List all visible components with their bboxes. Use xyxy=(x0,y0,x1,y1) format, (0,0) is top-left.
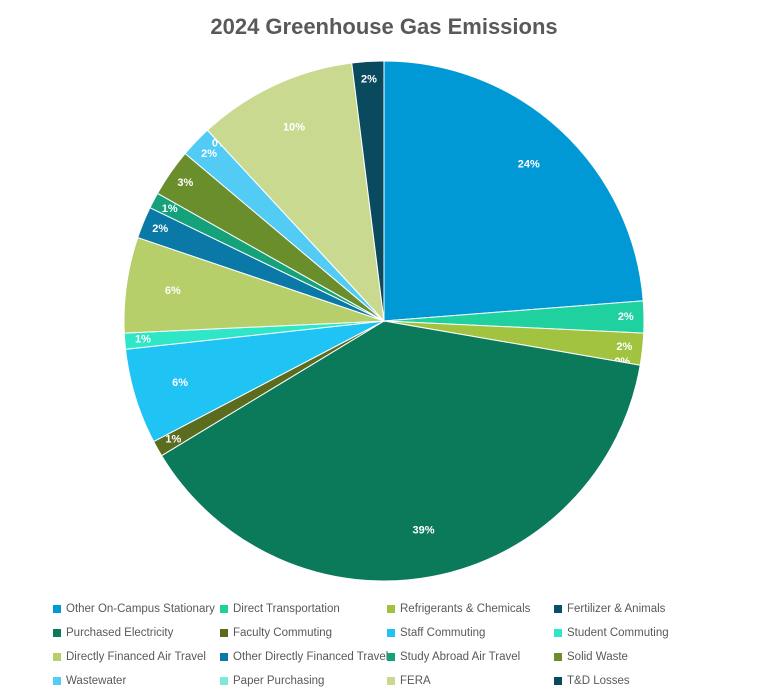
legend-swatch xyxy=(387,653,395,661)
value-label: 6% xyxy=(165,285,181,297)
legend-label: Student Commuting xyxy=(567,627,669,639)
value-label: 39% xyxy=(413,524,435,536)
value-label: 3% xyxy=(177,177,193,189)
legend-label: T&D Losses xyxy=(567,675,630,687)
legend-label: Paper Purchasing xyxy=(233,675,324,687)
legend-label: Faculty Commuting xyxy=(233,627,332,639)
legend-swatch xyxy=(554,653,562,661)
legend-swatch xyxy=(53,677,61,685)
legend-label: Direct Transportation xyxy=(233,603,340,615)
legend-label: Purchased Electricity xyxy=(66,627,174,639)
value-label: 2% xyxy=(616,341,632,353)
legend-label: Other Directly Financed Travel xyxy=(233,651,388,663)
legend-swatch xyxy=(53,605,61,613)
legend-swatch xyxy=(220,629,228,637)
pie-slice xyxy=(160,320,641,582)
legend-swatch xyxy=(554,629,562,637)
legend-label: Refrigerants & Chemicals xyxy=(400,603,531,615)
pie-slice xyxy=(351,60,385,322)
legend-swatch xyxy=(53,629,61,637)
legend-swatch xyxy=(220,605,228,613)
legend-swatch xyxy=(53,653,61,661)
value-label: 2% xyxy=(361,74,377,86)
legend-label: Solid Waste xyxy=(567,651,628,663)
value-label: 6% xyxy=(172,377,188,389)
pie-slice xyxy=(206,62,385,323)
chart-title: 2024 Greenhouse Gas Emissions xyxy=(210,14,557,39)
legend-label: FERA xyxy=(400,675,431,687)
legend-swatch xyxy=(220,677,228,685)
legend-label: Staff Commuting xyxy=(400,627,485,639)
value-label: 2% xyxy=(201,148,217,160)
legend-swatch xyxy=(387,677,395,685)
legend-label: Fertilizer & Animals xyxy=(567,603,666,615)
legend-label: Directly Financed Air Travel xyxy=(66,651,206,663)
legend-swatch xyxy=(387,605,395,613)
legend-label: Wastewater xyxy=(66,675,126,687)
value-label: 1% xyxy=(165,434,181,446)
legend-label: Other On-Campus Stationary xyxy=(66,603,215,615)
legend-swatch xyxy=(387,629,395,637)
value-label: 1% xyxy=(162,203,178,215)
legend-swatch xyxy=(220,653,228,661)
value-label: 1% xyxy=(135,334,151,346)
pie-slice xyxy=(383,60,644,322)
legend-swatch xyxy=(554,677,562,685)
value-label: 2% xyxy=(618,311,634,323)
value-label: 24% xyxy=(518,158,540,170)
value-label: 10% xyxy=(283,122,305,134)
value-label: 2% xyxy=(152,223,168,235)
legend-label: Study Abroad Air Travel xyxy=(400,651,520,663)
legend-swatch xyxy=(554,605,562,613)
